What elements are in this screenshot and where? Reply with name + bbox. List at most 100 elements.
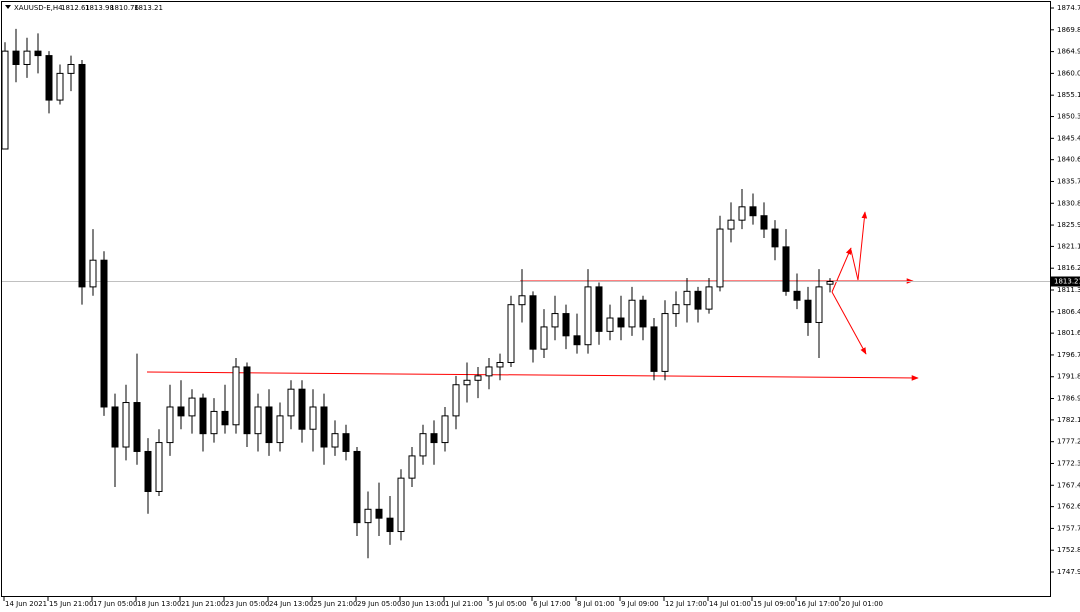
header-close: 1813.21 bbox=[134, 4, 163, 12]
candle-body bbox=[177, 406, 185, 417]
y-tick-label: 1757.70 bbox=[1057, 524, 1080, 532]
candle bbox=[1, 42, 9, 150]
candle bbox=[144, 438, 152, 514]
candle-body bbox=[1, 50, 9, 150]
candle-body bbox=[56, 72, 64, 101]
arrow-down bbox=[831, 291, 867, 355]
candle bbox=[67, 55, 75, 92]
candle bbox=[507, 295, 515, 367]
candle bbox=[298, 380, 306, 443]
candle bbox=[386, 495, 394, 545]
candle-body bbox=[650, 326, 658, 372]
candle bbox=[309, 389, 317, 452]
price-box bbox=[1051, 276, 1080, 287]
candle-body bbox=[463, 379, 471, 386]
candle bbox=[122, 384, 130, 461]
header-low: 1810.76 bbox=[110, 4, 139, 12]
candle-body bbox=[529, 295, 537, 350]
candle bbox=[474, 366, 482, 399]
candle bbox=[232, 358, 240, 434]
candle bbox=[628, 286, 636, 336]
x-tick-label: 12 Jul 17:00 bbox=[665, 600, 707, 608]
candle-body bbox=[507, 304, 515, 364]
candle-body bbox=[243, 366, 251, 435]
candle bbox=[749, 193, 757, 225]
candle bbox=[23, 37, 31, 78]
candle bbox=[771, 220, 779, 261]
x-tick-label: 15 Jul 09:00 bbox=[753, 600, 795, 608]
candle bbox=[738, 189, 746, 230]
candle bbox=[265, 389, 273, 456]
candle bbox=[584, 269, 592, 354]
candle bbox=[287, 380, 295, 430]
candle-body bbox=[144, 450, 152, 492]
candle bbox=[331, 420, 339, 456]
candle-body bbox=[584, 286, 592, 346]
candle-body bbox=[430, 433, 438, 444]
menu-arrow[interactable] bbox=[5, 5, 11, 9]
y-tick-label: 1835.70 bbox=[1057, 177, 1080, 185]
x-tick-label: 30 Jun 13:00 bbox=[401, 600, 445, 608]
candle bbox=[254, 393, 262, 452]
arrow-pullback bbox=[850, 249, 859, 281]
candle-body bbox=[397, 477, 405, 533]
candle bbox=[177, 380, 185, 430]
candle-body bbox=[188, 397, 196, 417]
candle-body bbox=[672, 304, 680, 315]
candle-body bbox=[441, 415, 449, 444]
candle bbox=[34, 33, 42, 74]
candle bbox=[243, 362, 251, 448]
candle bbox=[463, 362, 471, 403]
y-tick-label: 1860.00 bbox=[1057, 69, 1080, 77]
y-tick-label: 1777.20 bbox=[1057, 438, 1080, 446]
x-tick-label: 9 Jul 09:00 bbox=[621, 600, 659, 608]
y-tick-label: 1874.70 bbox=[1057, 4, 1080, 12]
candle bbox=[716, 215, 724, 292]
x-tick-label: 6 Jul 17:00 bbox=[533, 600, 571, 608]
candle-body bbox=[320, 406, 328, 448]
y-tick-label: 1825.90 bbox=[1057, 221, 1080, 229]
candle-body bbox=[760, 215, 768, 230]
candle bbox=[804, 286, 812, 336]
candle bbox=[727, 202, 735, 243]
x-tick-label: 14 Jun 2021 bbox=[5, 600, 47, 608]
candle bbox=[430, 420, 438, 465]
candle bbox=[100, 251, 108, 416]
candle-body bbox=[617, 317, 625, 328]
y-tick-label: 1772.30 bbox=[1057, 459, 1080, 467]
candle bbox=[155, 429, 163, 496]
candle-body bbox=[639, 299, 647, 328]
candle bbox=[199, 393, 207, 452]
y-tick-label: 1747.90 bbox=[1057, 568, 1080, 576]
candle-body bbox=[155, 442, 163, 492]
candle-body bbox=[749, 206, 757, 217]
candle-body bbox=[793, 290, 801, 301]
candle-body bbox=[595, 286, 603, 332]
candle bbox=[793, 273, 801, 310]
candle-body bbox=[562, 313, 570, 337]
candle-body bbox=[705, 286, 713, 310]
candle bbox=[133, 353, 141, 465]
candle-body bbox=[331, 433, 339, 448]
candle bbox=[397, 469, 405, 541]
x-tick-label: 18 Jun 13:00 bbox=[137, 600, 181, 608]
candle bbox=[12, 28, 20, 83]
x-tick-label: 20 Jul 01:00 bbox=[841, 600, 883, 608]
candle bbox=[815, 269, 823, 359]
x-tick-label: 17 Jun 05:00 bbox=[93, 600, 137, 608]
y-tick-label: 1869.80 bbox=[1057, 26, 1080, 34]
candle-body bbox=[716, 228, 724, 288]
candle bbox=[78, 60, 86, 305]
arrow-up-1 bbox=[831, 247, 852, 293]
candle-body bbox=[628, 299, 636, 328]
y-tick-label: 1845.40 bbox=[1057, 134, 1080, 142]
candle bbox=[408, 447, 416, 488]
candle-body bbox=[551, 313, 559, 328]
candle-body bbox=[309, 406, 317, 430]
header-open: 1812.61 bbox=[61, 4, 90, 12]
candle-body bbox=[232, 366, 240, 426]
candle-body bbox=[738, 206, 746, 221]
candle bbox=[452, 375, 460, 430]
candle bbox=[111, 393, 119, 488]
candle-body bbox=[100, 259, 108, 408]
